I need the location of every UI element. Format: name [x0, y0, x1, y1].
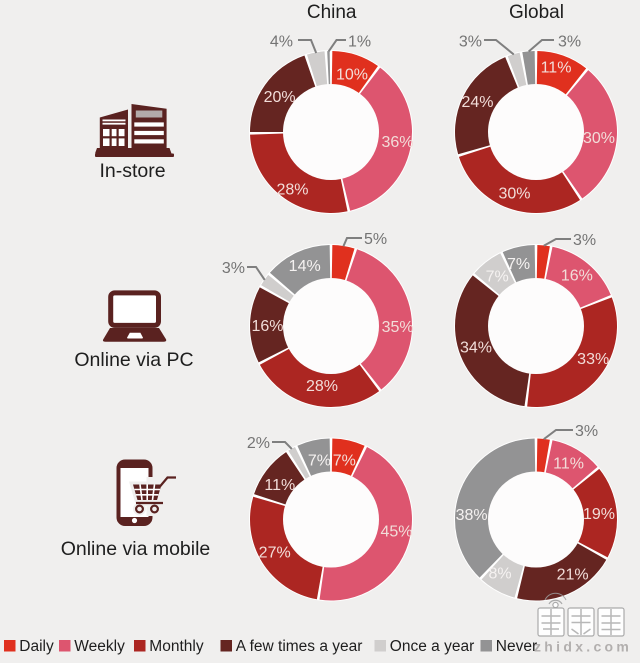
svg-text:20%: 20%: [264, 89, 296, 106]
svg-text:7%: 7%: [486, 268, 509, 285]
svg-text:19%: 19%: [583, 506, 615, 523]
svg-text:3%: 3%: [573, 232, 596, 249]
svg-text:Online via mobile: Online via mobile: [61, 538, 211, 560]
svg-text:30%: 30%: [583, 130, 615, 147]
svg-text:Never: Never: [496, 638, 537, 655]
svg-text:35%: 35%: [382, 319, 414, 336]
svg-text:Daily: Daily: [19, 638, 54, 655]
svg-text:36%: 36%: [381, 134, 413, 151]
svg-text:A few times a year: A few times a year: [236, 638, 363, 655]
svg-text:3%: 3%: [222, 260, 245, 277]
svg-text:4%: 4%: [270, 34, 293, 51]
svg-text:zhidx.com: zhidx.com: [534, 639, 632, 655]
svg-text:38%: 38%: [456, 507, 488, 524]
svg-text:24%: 24%: [461, 94, 493, 111]
svg-text:Global: Global: [509, 2, 564, 23]
svg-text:10%: 10%: [336, 67, 368, 84]
svg-text:Monthly: Monthly: [149, 638, 204, 655]
svg-text:3%: 3%: [575, 423, 598, 440]
svg-text:27%: 27%: [259, 545, 291, 562]
svg-text:3%: 3%: [459, 34, 482, 51]
svg-text:16%: 16%: [561, 268, 593, 285]
svg-text:33%: 33%: [577, 351, 609, 368]
svg-text:Once a year: Once a year: [390, 638, 474, 655]
svg-text:5%: 5%: [364, 231, 387, 248]
svg-text:3%: 3%: [558, 34, 581, 51]
svg-text:34%: 34%: [460, 340, 492, 357]
svg-text:45%: 45%: [380, 524, 412, 541]
svg-text:21%: 21%: [557, 567, 589, 584]
svg-text:11%: 11%: [541, 60, 572, 77]
svg-text:7%: 7%: [308, 453, 331, 470]
svg-text:11%: 11%: [264, 477, 295, 494]
svg-text:7%: 7%: [507, 256, 530, 273]
svg-text:Weekly: Weekly: [74, 638, 125, 655]
svg-text:30%: 30%: [498, 186, 530, 203]
svg-text:Online via PC: Online via PC: [74, 349, 193, 371]
svg-text:2%: 2%: [247, 435, 270, 452]
svg-text:8%: 8%: [488, 566, 511, 583]
svg-text:16%: 16%: [251, 318, 283, 335]
svg-text:In-store: In-store: [99, 160, 165, 182]
svg-text:28%: 28%: [276, 182, 308, 199]
svg-text:China: China: [307, 2, 357, 23]
svg-text:28%: 28%: [306, 378, 338, 395]
svg-text:1%: 1%: [348, 34, 371, 51]
svg-text:7%: 7%: [333, 453, 356, 470]
svg-text:14%: 14%: [289, 258, 321, 275]
svg-text:11%: 11%: [553, 456, 584, 473]
